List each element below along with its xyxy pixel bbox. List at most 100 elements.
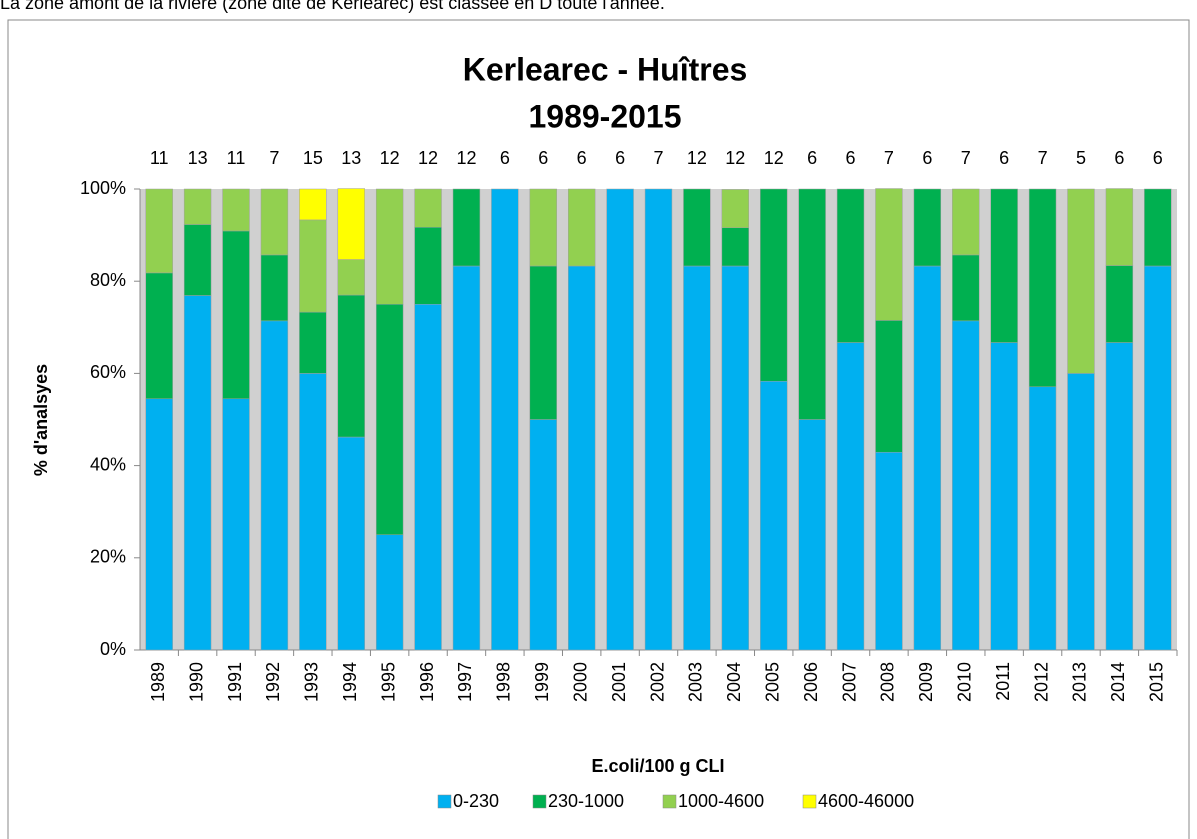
x-tick-label: 2009 — [916, 662, 936, 702]
bar-segment — [183, 188, 212, 225]
x-tick-label: 1993 — [302, 662, 322, 702]
chart-title: Kerlearec - Huîtres — [463, 51, 748, 87]
x-tick-label: 2003 — [686, 662, 706, 702]
bar-count-label: 7 — [653, 148, 663, 168]
bar-segment — [760, 380, 788, 651]
x-tick-label: 1997 — [455, 662, 475, 702]
bar-segment — [1105, 342, 1134, 651]
bar-segment — [721, 265, 750, 651]
x-tick-label: 2004 — [724, 662, 744, 702]
bar-segment — [299, 219, 327, 313]
legend-swatch — [802, 794, 817, 809]
bar-segment — [683, 265, 711, 651]
bar-segment — [875, 451, 903, 651]
bar-segment — [414, 227, 442, 305]
x-tick-label: 1995 — [378, 662, 398, 702]
bar-count-label: 6 — [577, 148, 587, 168]
bar-count-label: 12 — [725, 148, 745, 168]
legend-swatch — [532, 794, 547, 809]
bar-segment — [529, 188, 557, 267]
bar-segment — [721, 189, 750, 228]
x-tick-label: 1990 — [186, 662, 206, 702]
bar-count-label: 6 — [1153, 148, 1163, 168]
x-tick-label: 1998 — [494, 662, 514, 702]
bar-segment — [952, 254, 980, 322]
bar-count-label: 12 — [380, 148, 400, 168]
bar-segment — [375, 188, 404, 305]
bar-count-label: 13 — [188, 148, 208, 168]
bar-segment — [798, 419, 826, 651]
bar-segment — [1067, 188, 1095, 374]
bar-segment — [760, 188, 788, 382]
bar-segment — [337, 436, 365, 651]
x-tick-label: 2005 — [762, 662, 782, 702]
y-tick-label: 40% — [90, 454, 126, 474]
y-tick-label: 20% — [90, 547, 126, 567]
x-tick-label: 2007 — [839, 662, 859, 702]
x-tick-label: 1991 — [225, 662, 245, 702]
bar-segment — [1144, 188, 1172, 267]
y-axis-label: % d'analsyes — [31, 364, 51, 476]
bar-segment — [145, 188, 173, 274]
bar-segment — [299, 311, 327, 374]
bar-count-label: 6 — [922, 148, 932, 168]
legend-label: 4600-46000 — [818, 791, 914, 811]
bar-segment — [222, 188, 250, 232]
chart-subtitle: 1989-2015 — [528, 98, 681, 134]
bar-segment — [913, 265, 942, 651]
bar-segment — [567, 265, 596, 651]
bar-segment — [337, 188, 365, 260]
bar-segment — [721, 227, 750, 267]
bar-segment — [183, 224, 212, 296]
bar-segment — [836, 342, 865, 651]
bar-count-label: 15 — [303, 148, 323, 168]
bar-segment — [375, 534, 404, 651]
bar-segment — [222, 398, 250, 651]
x-tick-label: 1994 — [340, 662, 360, 702]
bar-segment — [222, 230, 250, 400]
bar-segment — [260, 320, 289, 651]
y-tick-label: 0% — [100, 639, 126, 659]
bar-segment — [183, 295, 212, 651]
x-tick-label: 2010 — [955, 662, 975, 702]
bar-count-label: 7 — [884, 148, 894, 168]
bar-segment — [299, 373, 327, 651]
x-tick-label: 2012 — [1031, 662, 1051, 702]
bar-segment — [1067, 373, 1095, 651]
bar-segment — [337, 294, 365, 438]
y-tick-label: 60% — [90, 362, 126, 382]
x-tick-label: 1989 — [148, 662, 168, 702]
x-tick-label: 2000 — [570, 662, 590, 702]
x-tick-label: 2014 — [1108, 662, 1128, 702]
bar-segment — [952, 188, 980, 256]
bar-segment — [414, 304, 442, 651]
bar-segment — [1028, 188, 1057, 388]
bar-segment — [683, 188, 711, 267]
legend-swatch — [662, 794, 677, 809]
bar-segment — [260, 188, 289, 256]
bar-count-label: 7 — [961, 148, 971, 168]
bar-count-label: 7 — [1038, 148, 1048, 168]
bar-count-label: 12 — [687, 148, 707, 168]
bar-count-label: 12 — [418, 148, 438, 168]
bar-segment — [836, 188, 865, 343]
bar-segment — [644, 188, 673, 651]
bar-count-label: 11 — [150, 148, 169, 168]
bar-count-label: 6 — [615, 148, 625, 168]
x-tick-label: 2006 — [801, 662, 821, 702]
x-tick-label: 1999 — [532, 662, 552, 702]
bar-segment — [875, 320, 903, 453]
bar-segment — [299, 188, 327, 221]
bar-segment — [145, 398, 173, 651]
x-tick-label: 1996 — [417, 662, 437, 702]
legend-swatch — [437, 794, 452, 809]
bar-segment — [529, 265, 557, 420]
bar-segment — [1144, 265, 1172, 651]
bar-count-label: 6 — [999, 148, 1009, 168]
x-tick-label: 2011 — [993, 662, 1013, 701]
bar-count-label: 6 — [500, 148, 510, 168]
x-tick-label: 2008 — [878, 662, 898, 702]
bar-segment — [1028, 386, 1057, 651]
bar-count-label: 6 — [1114, 148, 1124, 168]
bar-count-label: 7 — [269, 148, 279, 168]
